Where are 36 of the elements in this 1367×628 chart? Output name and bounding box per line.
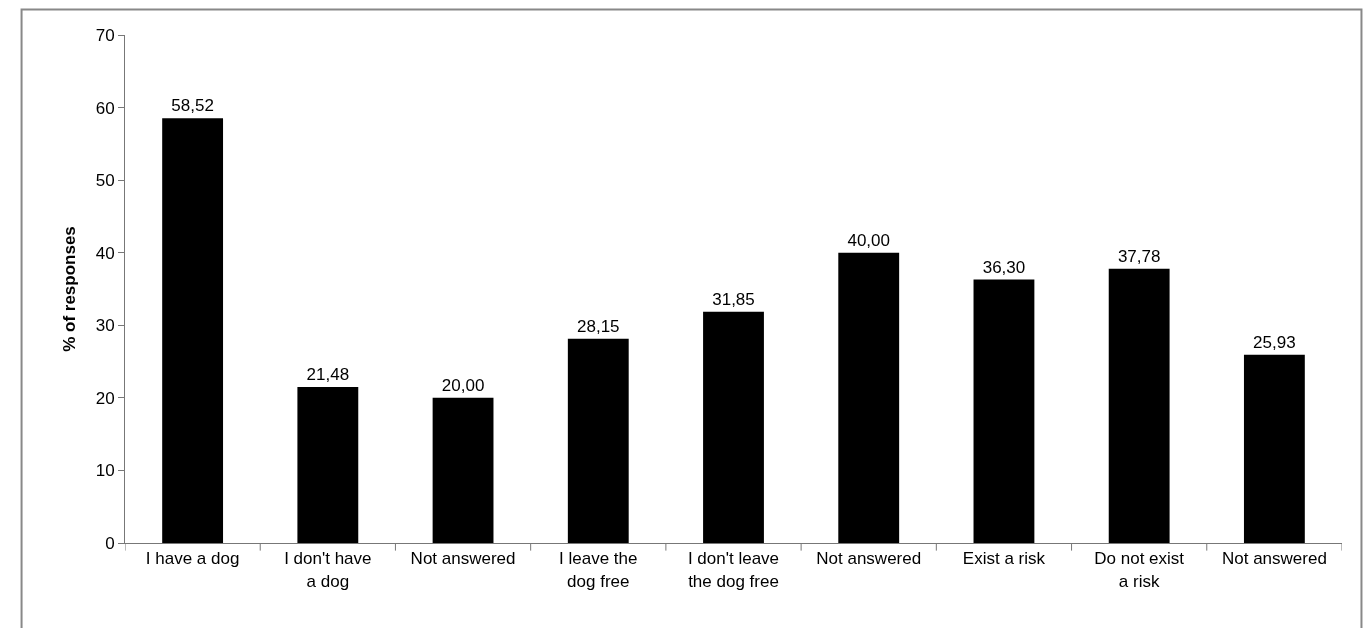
bar [567, 338, 629, 543]
data-label: 58,52 [171, 96, 214, 116]
y-tick-label: 50 [95, 171, 115, 191]
bar [1243, 354, 1305, 543]
y-tick-label: 70 [95, 25, 115, 45]
bar [703, 311, 764, 543]
x-tick-label: Not answered [1221, 549, 1327, 569]
data-label: 28,15 [577, 316, 620, 336]
x-tick-label: Exist a risk [962, 549, 1046, 569]
bar [1108, 268, 1170, 543]
bar [973, 279, 1035, 543]
x-tick-label: Not answered [816, 549, 922, 569]
data-label: 36,30 [982, 257, 1026, 277]
x-tick-label: I don't leave the dog free [687, 549, 780, 591]
x-tick-label: I have a dog [145, 549, 240, 569]
data-label: 20,00 [441, 375, 485, 395]
x-tick-label: I leave the dog free [559, 549, 638, 591]
bar [838, 252, 900, 543]
bar [297, 387, 359, 543]
bar [432, 397, 494, 543]
x-tick-label: I don't have a dog [284, 549, 372, 591]
data-label: 37,78 [1117, 246, 1161, 266]
y-tick-label: 40 [95, 243, 115, 263]
y-tick-label: 60 [95, 98, 115, 118]
data-label: 40,00 [847, 230, 890, 250]
x-tick-label: Not answered [410, 549, 516, 569]
y-tick-label: 20 [95, 388, 115, 408]
y-tick-label: 10 [95, 461, 115, 481]
x-tick-label: Do not exist a risk [1094, 549, 1185, 591]
data-label: 25,93 [1253, 332, 1296, 352]
y-tick-label: 30 [95, 316, 115, 336]
y-tick-label: 0 [105, 533, 115, 553]
data-label: 21,48 [306, 365, 350, 385]
bar [162, 118, 224, 543]
y-axis-title: % of responses [60, 226, 80, 352]
data-label: 31,85 [712, 289, 755, 309]
